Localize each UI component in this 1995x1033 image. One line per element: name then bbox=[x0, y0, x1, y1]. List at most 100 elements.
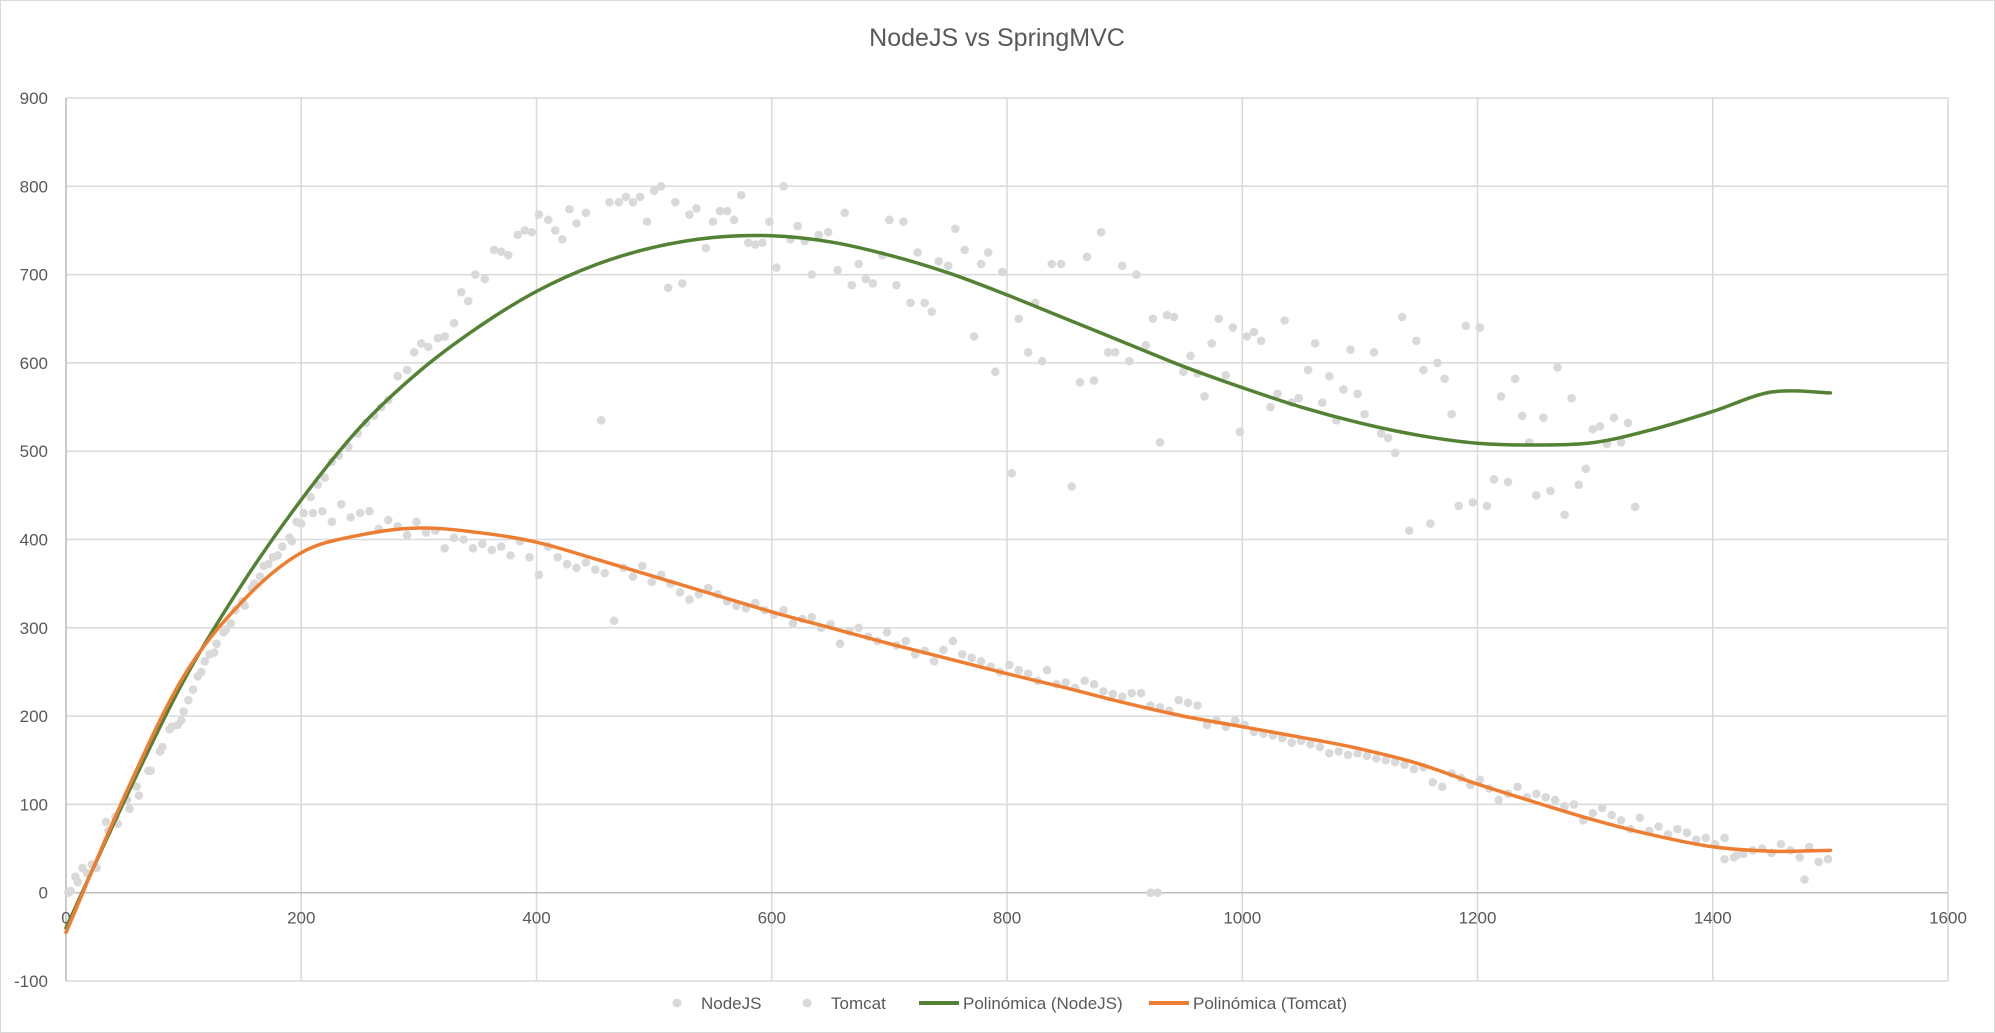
data-point bbox=[1089, 376, 1099, 385]
data-point bbox=[1673, 824, 1682, 834]
data-point bbox=[402, 365, 412, 375]
y-tick-label: 100 bbox=[20, 795, 48, 814]
data-point bbox=[200, 657, 210, 666]
data-point bbox=[1117, 692, 1127, 701]
data-point bbox=[268, 552, 278, 562]
data-point bbox=[1433, 358, 1442, 368]
data-point bbox=[125, 804, 134, 814]
legend-label: Polinómica (NodeJS) bbox=[963, 994, 1123, 1013]
data-point bbox=[1630, 502, 1640, 512]
data-point bbox=[513, 230, 522, 240]
y-tick-label: 500 bbox=[20, 442, 48, 461]
data-point bbox=[158, 742, 167, 752]
data-point bbox=[209, 648, 219, 657]
data-point bbox=[1597, 803, 1607, 813]
data-point bbox=[1023, 669, 1033, 679]
x-tick-label: 800 bbox=[993, 909, 1021, 928]
data-point bbox=[318, 506, 327, 516]
data-point bbox=[1230, 716, 1240, 725]
x-tick-label: 1000 bbox=[1223, 909, 1261, 928]
data-point bbox=[1553, 363, 1562, 372]
data-point bbox=[642, 217, 652, 226]
data-point bbox=[1249, 327, 1259, 337]
data-point bbox=[1390, 448, 1400, 458]
data-point bbox=[1461, 321, 1471, 331]
x-tick-label: 0 bbox=[61, 909, 70, 928]
data-point bbox=[1353, 748, 1362, 758]
data-point bbox=[553, 552, 562, 562]
data-point bbox=[402, 530, 412, 540]
data-point bbox=[1468, 498, 1478, 507]
data-point bbox=[551, 226, 560, 235]
data-point bbox=[958, 649, 967, 659]
data-point bbox=[840, 208, 849, 218]
data-point bbox=[468, 544, 478, 553]
data-point bbox=[1447, 409, 1456, 419]
data-point bbox=[506, 551, 515, 560]
data-point bbox=[1362, 751, 1372, 761]
data-point bbox=[299, 508, 308, 518]
data-point bbox=[635, 192, 645, 202]
data-point bbox=[1691, 835, 1701, 845]
data-point bbox=[1061, 678, 1071, 687]
data-point bbox=[1099, 687, 1108, 696]
data-point bbox=[412, 517, 421, 527]
data-point bbox=[1360, 409, 1369, 419]
data-point bbox=[1383, 433, 1393, 443]
data-point bbox=[1595, 422, 1605, 431]
data-point bbox=[543, 215, 553, 225]
y-tick-label: 400 bbox=[20, 531, 48, 550]
data-point bbox=[1376, 429, 1386, 438]
series-nodejs bbox=[64, 182, 1640, 897]
data-point bbox=[449, 533, 459, 543]
data-point bbox=[960, 245, 969, 255]
data-point bbox=[1014, 314, 1024, 324]
y-tick-label: -100 bbox=[14, 972, 48, 991]
data-point bbox=[1273, 389, 1282, 399]
data-point bbox=[1334, 747, 1344, 756]
data-point bbox=[1287, 738, 1296, 747]
data-point bbox=[1546, 486, 1555, 496]
data-point bbox=[1720, 833, 1729, 843]
data-point bbox=[572, 563, 581, 573]
data-point bbox=[1023, 348, 1033, 357]
data-point bbox=[1110, 348, 1120, 357]
data-point bbox=[715, 206, 725, 216]
data-point bbox=[948, 636, 958, 646]
data-point bbox=[1346, 345, 1355, 354]
data-point bbox=[927, 307, 937, 316]
data-point bbox=[1315, 742, 1325, 752]
data-point bbox=[1117, 261, 1127, 271]
data-point bbox=[1056, 259, 1066, 269]
data-point bbox=[929, 657, 939, 666]
data-point bbox=[701, 243, 711, 253]
data-point bbox=[983, 248, 993, 257]
trendline-nodejs bbox=[64, 233, 1833, 930]
data-point bbox=[906, 298, 915, 308]
data-point bbox=[1108, 689, 1118, 699]
data-point bbox=[793, 221, 802, 231]
data-point bbox=[1397, 312, 1407, 322]
data-point bbox=[534, 210, 544, 219]
axes bbox=[65, 98, 1948, 981]
data-point bbox=[934, 257, 944, 266]
data-point bbox=[1567, 393, 1576, 403]
data-point bbox=[534, 570, 544, 580]
data-point bbox=[1390, 757, 1400, 767]
data-point bbox=[1607, 810, 1616, 820]
data-point bbox=[421, 528, 431, 537]
y-tick-label: 600 bbox=[20, 354, 48, 373]
data-point bbox=[1369, 348, 1379, 357]
data-point bbox=[1037, 356, 1047, 366]
data-point bbox=[1541, 793, 1551, 802]
x-tick-label: 1400 bbox=[1694, 909, 1732, 928]
data-point bbox=[278, 542, 287, 551]
data-point bbox=[188, 685, 198, 694]
data-point bbox=[503, 250, 513, 260]
data-point bbox=[336, 499, 346, 509]
data-point bbox=[346, 513, 355, 522]
data-point bbox=[440, 544, 450, 553]
data-point bbox=[675, 588, 685, 597]
data-point bbox=[1574, 480, 1583, 490]
legend: NodeJS Tomcat Polinómica (NodeJS) Polinómic… bbox=[672, 994, 1347, 1013]
